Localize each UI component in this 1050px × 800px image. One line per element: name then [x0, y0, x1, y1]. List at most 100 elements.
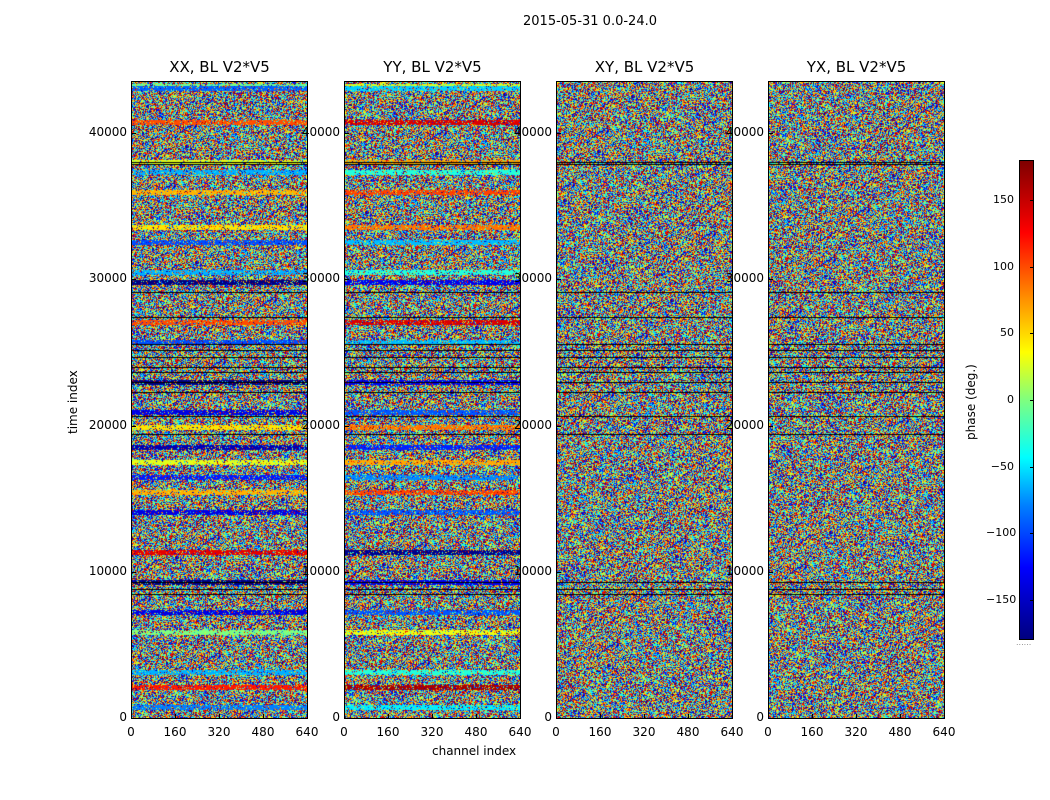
figure-suptitle: 2015-05-31 0.0-24.0	[523, 14, 657, 29]
x-tick-mark	[688, 714, 689, 718]
x-tick-mark	[476, 714, 477, 718]
y-tick-mark	[345, 718, 349, 719]
colorbar-tick-mark	[1030, 266, 1034, 268]
x-tick-label: 0	[127, 725, 135, 739]
y-tick-label: 30000	[513, 271, 552, 286]
x-tick-label: 320	[632, 725, 656, 739]
x-tick-label: 320	[207, 725, 231, 739]
colorbar-tick-label: 150	[993, 193, 1014, 206]
y-tick-label: 20000	[513, 417, 552, 432]
x-tick-mark	[900, 714, 901, 718]
x-tick-mark	[175, 714, 176, 718]
y-tick-label: 10000	[513, 563, 552, 578]
panel-title-yy: YY, BL V2*V5	[383, 58, 482, 76]
y-tick-mark	[132, 718, 136, 719]
x-tick-mark	[388, 714, 389, 718]
y-tick-mark	[132, 133, 136, 135]
y-tick-label: 40000	[725, 125, 764, 140]
panel-title-xy: XY, BL V2*V5	[594, 58, 695, 76]
x-tick-mark	[812, 714, 813, 718]
x-tick-label: 320	[844, 725, 868, 739]
colorbar-tick-mark	[1030, 400, 1034, 401]
y-tick-mark	[557, 718, 561, 719]
y-axis-label: time index	[66, 370, 80, 434]
heatmap-plot-xy	[556, 81, 733, 719]
heatmap-plot-yx	[768, 81, 945, 719]
colorbar-tick-label: −150	[986, 593, 1017, 606]
y-tick-label: 0	[332, 710, 340, 724]
colorbar-tick-label: −50	[990, 459, 1014, 473]
x-tick-mark	[600, 714, 601, 718]
y-tick-mark	[557, 133, 561, 135]
y-tick-mark	[132, 425, 136, 427]
y-tick-label: 30000	[88, 271, 127, 286]
x-tick-label: 640	[295, 725, 319, 739]
colorbar-tick-label: −100	[986, 526, 1017, 540]
y-tick-mark	[132, 571, 136, 573]
panel-title-yx: YX, BL V2*V5	[806, 58, 907, 76]
heatmap-plot-yy	[344, 81, 521, 719]
y-tick-label: 10000	[88, 563, 127, 578]
colorbar-tick-label: 100	[993, 259, 1014, 273]
x-tick-label: 640	[508, 725, 532, 739]
x-tick-mark	[556, 714, 557, 718]
y-tick-mark	[769, 133, 773, 135]
x-tick-mark	[644, 714, 645, 718]
y-tick-label: 40000	[301, 125, 340, 140]
y-tick-label: 30000	[301, 271, 340, 286]
y-tick-mark	[345, 425, 349, 427]
colorbar-footer: ......	[1016, 638, 1032, 647]
x-tick-label: 480	[676, 725, 700, 739]
x-tick-mark	[344, 714, 345, 718]
colorbar-tick-mark	[1030, 333, 1034, 335]
panel-title-xx: XX, BL V2*V5	[169, 58, 270, 76]
x-tick-label: 640	[720, 725, 744, 739]
y-tick-label: 20000	[725, 417, 764, 432]
x-tick-label: 480	[888, 725, 912, 739]
y-tick-mark	[769, 425, 773, 427]
y-tick-mark	[345, 133, 349, 135]
y-tick-label: 40000	[513, 125, 552, 140]
heatmap-canvas-yx	[769, 82, 944, 718]
y-tick-label: 40000	[88, 125, 127, 140]
y-tick-label: 20000	[301, 417, 340, 432]
y-tick-mark	[132, 279, 136, 281]
y-tick-mark	[769, 718, 773, 719]
colorbar-tick-mark	[1030, 600, 1034, 601]
x-tick-label: 0	[764, 725, 772, 739]
x-tick-mark	[732, 714, 733, 718]
colorbar-tick-mark	[1030, 533, 1034, 535]
y-tick-mark	[345, 571, 349, 573]
x-tick-label: 640	[932, 725, 956, 739]
colorbar-tick-label: 0	[1007, 393, 1014, 406]
heatmap-plot-xx	[131, 81, 308, 719]
x-tick-mark	[219, 714, 220, 718]
x-tick-mark	[768, 714, 769, 718]
x-tick-mark	[856, 714, 857, 718]
y-tick-label: 0	[119, 710, 127, 724]
y-tick-label: 0	[756, 710, 764, 724]
y-tick-label: 30000	[725, 271, 764, 286]
x-tick-mark	[307, 714, 308, 718]
y-tick-mark	[345, 279, 349, 281]
x-tick-label: 160	[588, 725, 612, 739]
x-tick-label: 0	[552, 725, 560, 739]
x-tick-label: 0	[340, 725, 348, 739]
x-tick-mark	[944, 714, 945, 718]
colorbar-tick-label: 50	[1000, 326, 1014, 340]
y-tick-label: 0	[544, 710, 552, 724]
x-tick-label: 320	[420, 725, 444, 739]
y-tick-label: 10000	[725, 563, 764, 578]
colorbar-tick-mark	[1030, 200, 1034, 201]
x-axis-label: channel index	[432, 744, 517, 758]
y-tick-label: 10000	[301, 563, 340, 578]
heatmap-canvas-xx	[132, 82, 307, 718]
y-tick-label: 20000	[88, 417, 127, 432]
x-tick-label: 160	[163, 725, 187, 739]
heatmap-canvas-xy	[557, 82, 732, 718]
x-tick-label: 480	[464, 725, 488, 739]
colorbar-tick-mark	[1030, 466, 1034, 468]
y-tick-mark	[769, 571, 773, 573]
y-tick-mark	[557, 571, 561, 573]
x-tick-label: 480	[251, 725, 275, 739]
